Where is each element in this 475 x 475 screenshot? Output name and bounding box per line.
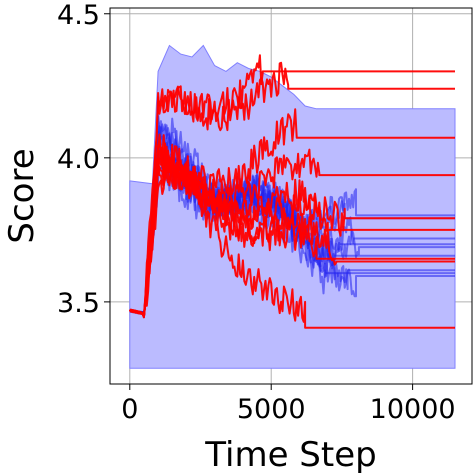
- plot-frame: [109, 7, 473, 385]
- series-lines: [129, 54, 455, 329]
- y-tick-label: 4.5: [57, 0, 100, 31]
- red-series-line: [129, 61, 455, 317]
- y-tick-label: 3.5: [57, 288, 100, 319]
- red-series-line: [129, 133, 455, 329]
- y-axis-label: Score: [2, 148, 42, 243]
- x-tick-label: 10000: [370, 394, 456, 425]
- axis-ticks: 0 5000 10000 3.5 4.0 4.5: [57, 0, 456, 425]
- x-tick-label: 5000: [237, 394, 306, 425]
- x-tick-label: 0: [121, 394, 138, 425]
- red-series-line: [129, 108, 455, 317]
- y-tick-label: 4.0: [57, 144, 100, 175]
- x-axis-label: Time Step: [204, 435, 376, 475]
